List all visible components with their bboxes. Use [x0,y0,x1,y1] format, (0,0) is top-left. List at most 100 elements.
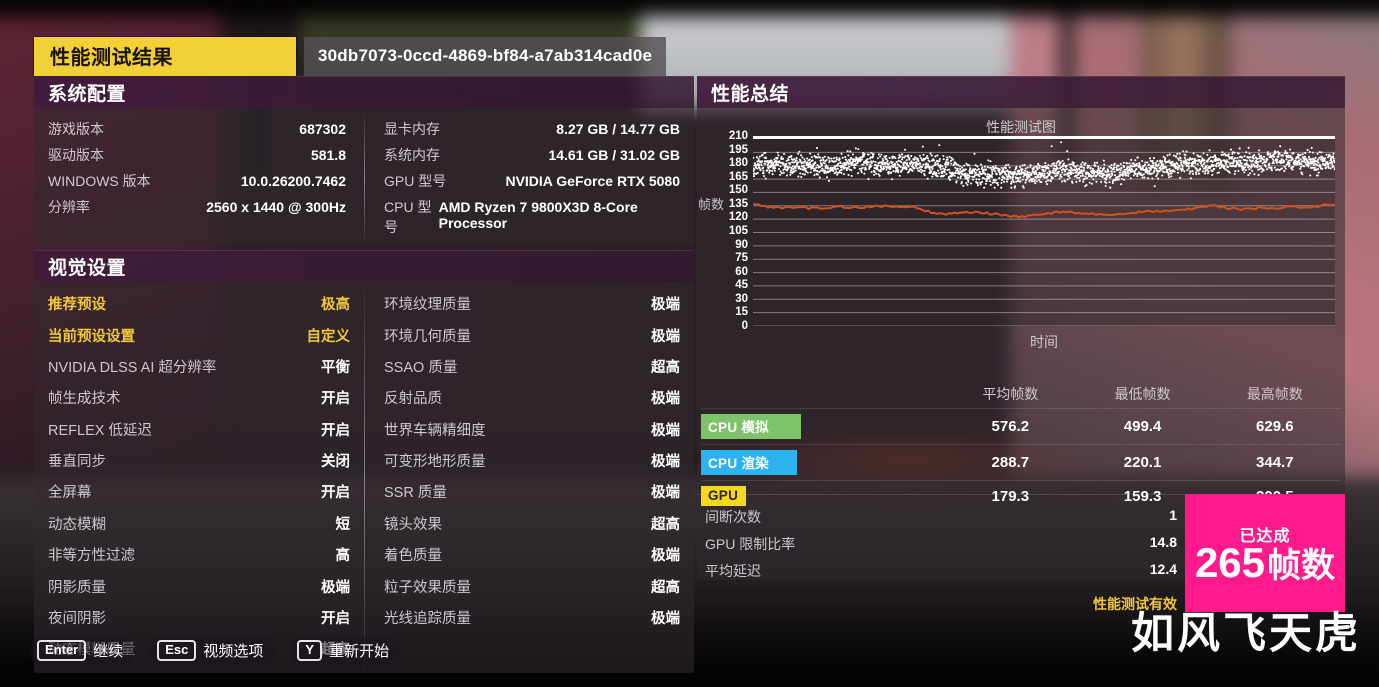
chart-title: 性能测试图 [986,119,1056,135]
config-value: 2560 x 1440 @ 300Hz [206,199,346,215]
setting-key: REFLEX 低延迟 [48,422,152,439]
table-cell-max: 344.7 [1256,454,1294,471]
run-id-badge: 30db7073-0ccd-4869-bf84-a7ab314cad0e [304,37,667,76]
performance-summary-body: 性能测试图 帧数 时间 0 15 30 45 60 75 90 105 120 135 150 165… [697,108,1345,612]
config-row: 显卡内存 8.27 GB / 14.77 GB [384,116,680,142]
bottom-stat-value: 14.8 [1149,533,1177,550]
setting-key: SSAO 质量 [384,359,458,376]
chart-y-tick: 195 [728,143,748,156]
chart-y-tick: 210 [728,130,748,142]
setting-key: 帧生成技术 [48,391,121,408]
setting-value: 超高 [651,579,680,596]
setting-value: 开启 [321,391,350,408]
table-cell-avg: 576.2 [991,418,1030,435]
setting-row: 环境几何质量 极端 [384,319,680,350]
left-panel: 系统配置 游戏版本 687302 驱动版本 581.8 WINDOWS 版本 10.0… [34,76,694,673]
table-cell-min: 159.3 [1123,487,1162,505]
setting-value: 极端 [651,422,680,439]
key-hint-restart[interactable]: Y 重新开始 [290,637,401,665]
config-key: CPU 型号 [384,199,432,235]
setting-value: 开启 [321,485,350,502]
chart-y-tick: 150 [728,184,748,197]
setting-key: 夜间阴影 [48,610,106,627]
chart-y-tick: 180 [728,157,748,170]
table-cell-avg: 179.3 [991,487,1030,505]
table-row-label: GPU [701,486,944,506]
setting-key: 可变形地形质量 [384,454,486,471]
table-row-label: CPU 渲染 [701,450,944,475]
page-title: 性能测试结果 [34,37,296,76]
setting-row: 粒子效果质量 超高 [384,570,680,601]
setting-value: 自定义 [306,328,351,345]
setting-row: 光线追踪质量 极端 [384,602,680,633]
table-cell-max: 629.6 [1256,418,1294,435]
table-header-row: 平均帧数 最低帧数 最高帧数 [701,384,1341,408]
config-row: 驱动版本 581.8 [48,142,346,168]
config-row: WINDOWS 版本 10.0.26200.7462 [48,168,346,194]
setting-key: 环境纹理质量 [384,297,471,314]
setting-value: 开启 [321,610,350,627]
setting-key: NVIDIA DLSS AI 超分辨率 [48,359,217,376]
setting-key: 粒子效果质量 [384,579,471,596]
keycap-y: Y [297,640,323,661]
chart-x-axis-label: 时间 [1030,334,1058,350]
bottom-stat-row: 间断次数 1 [703,503,1179,530]
key-hint-label: 重新开始 [329,643,390,660]
setting-key: 反射品质 [384,391,442,408]
setting-row: 当前预设设置 自定义 [48,319,350,350]
config-key: 系统内存 [384,147,440,163]
setting-row: 世界车辆精细度 极端 [384,414,680,445]
config-row: 系统内存 14.61 GB / 31.02 GB [384,142,680,168]
setting-value: 极端 [651,485,680,502]
key-hint-label: 视频选项 [203,643,264,660]
config-key: WINDOWS 版本 [48,173,151,189]
bottom-stat-value: 12.4 [1149,560,1177,577]
achievement-number: 265 [1194,539,1266,586]
legend-badge-gpu: GPU [701,486,747,506]
setting-key: SSR 质量 [384,485,447,502]
table-header-min: 最低帧数 [1114,386,1171,402]
setting-value: 短 [335,516,351,533]
table-cell-min: 499.4 [1123,418,1162,435]
setting-row: REFLEX 低延迟 开启 [48,414,350,445]
chart-y-axis-label: 帧数 [698,197,725,212]
key-hint-video-options[interactable]: Esc 视频选项 [150,637,275,665]
setting-row: SSAO 质量 超高 [384,351,680,382]
table-header-avg: 平均帧数 [982,386,1039,402]
config-value: AMD Ryzen 7 9800X3D 8-Core Processor [438,199,638,231]
setting-row: 可变形地形质量 极端 [384,445,680,476]
achievement-value-row: 265 帧数 [1195,542,1335,584]
setting-key: 当前预设设置 [48,328,135,345]
benchmark-chart: 性能测试图 帧数 时间 0 15 30 45 60 75 90 105 120 135 150 165… [697,108,1345,358]
legend-badge-cpu-render: CPU 渲染 [701,450,797,475]
setting-value: 极端 [651,610,680,627]
setting-row: 推荐预设 极高 [48,288,350,319]
chart-plot-area [751,136,1337,326]
config-key: 游戏版本 [48,121,104,137]
visual-settings-body: 推荐预设 极高当前预设设置 自定义 NVIDIA DLSS AI 超分辨率 平衡帧生成技… [34,282,694,673]
benchmark-valid-note: 性能测试有效 [1093,596,1177,612]
setting-value: 平衡 [321,359,350,376]
setting-value: 极高 [321,297,350,314]
setting-value: 高 [335,548,351,565]
chart-y-tick: 165 [728,170,748,183]
setting-key: 环境几何质量 [384,328,471,345]
chart-plot-wrapper: 时间 0 15 30 45 60 75 90 105 120 135 150 165 180 195 210 [729,130,1337,350]
table-header-max: 最高帧数 [1246,386,1303,402]
chart-y-tick: 30 [735,292,748,305]
setting-value: 开启 [321,422,350,439]
setting-row: NVIDIA DLSS AI 超分辨率 平衡 [48,351,350,382]
benchmark-title-row: 性能测试结果 30db7073-0ccd-4869-bf84-a7ab314ca… [34,37,667,76]
config-row: 游戏版本 687302 [48,116,346,142]
chart-y-tick: 120 [728,211,748,224]
setting-value: 极端 [651,328,680,345]
config-value: 581.8 [310,147,346,163]
bottom-stat-key: 间断次数 [705,508,761,525]
legend-badge-cpu-sim: CPU 模拟 [701,414,801,439]
setting-key: 全屏幕 [48,485,92,502]
table-cell-avg: 288.7 [991,454,1030,471]
table-row-label: CPU 模拟 [701,414,944,439]
system-config-body: 游戏版本 687302 驱动版本 581.8 WINDOWS 版本 10.0.2620… [34,108,694,246]
key-hint-continue[interactable]: Enter 继续 [30,637,135,665]
config-value: 687302 [299,121,346,137]
